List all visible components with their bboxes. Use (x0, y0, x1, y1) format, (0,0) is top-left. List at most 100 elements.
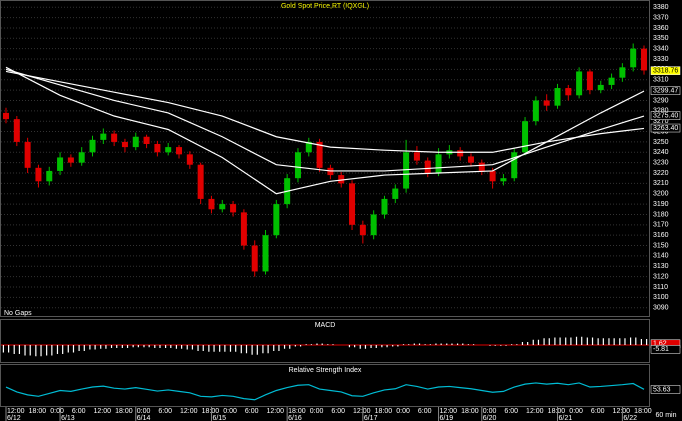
chart-title: Gold Spot Price,RT (IQXGL) (281, 3, 369, 10)
macd-bar (635, 337, 637, 345)
macd-bar (543, 338, 545, 345)
candle-body (349, 183, 356, 225)
macd-bar (640, 339, 642, 345)
y-tick-label: 3150 (653, 242, 669, 249)
rsi-line (5, 382, 645, 401)
candle-body (251, 245, 258, 272)
macd-bar (78, 345, 80, 351)
macd-bar (321, 343, 323, 345)
y-tick-label: 3380 (653, 4, 669, 11)
macd-bar (262, 345, 264, 354)
macd-bar (489, 345, 491, 346)
candle-body (576, 71, 583, 96)
macd-bar (235, 345, 237, 352)
macd-bar (462, 343, 464, 345)
moving-average (5, 70, 645, 153)
macd-bar (121, 345, 123, 348)
candle-body (457, 150, 464, 157)
candle-body (305, 141, 312, 153)
y-tick-label: 3090 (653, 305, 669, 312)
macd-bar (181, 345, 183, 349)
macd-bar (8, 345, 10, 353)
candle-body (619, 67, 626, 78)
x-tick-label: 0:00 (223, 408, 237, 415)
candle-body (78, 152, 85, 163)
candle-body (273, 204, 280, 236)
macd-bar (537, 339, 540, 345)
macd-bar (170, 345, 172, 348)
macd-bar (137, 345, 139, 348)
macd-bar (472, 344, 475, 345)
candle-body (89, 139, 96, 153)
macd-bar (256, 345, 258, 355)
macd-bar (289, 345, 291, 349)
macd-bar (18, 345, 21, 354)
candle-body (100, 133, 107, 140)
macd-bar (521, 342, 524, 345)
last-value-label: -5.81 (653, 346, 669, 353)
candle-body (370, 214, 377, 236)
macd-frame (0, 319, 650, 363)
macd-bar (500, 345, 502, 346)
macd-bar (273, 345, 275, 351)
macd-bar (516, 344, 518, 345)
macd-bar (46, 345, 48, 356)
x-tick-label: 12:00 (267, 408, 285, 415)
last-value-label: 3318.76 (653, 68, 678, 75)
candle-body (435, 154, 442, 174)
macd-bar (559, 337, 561, 345)
x-tick-label: 6:00 (158, 408, 172, 415)
macd-bar (613, 338, 615, 345)
macd-bar (397, 345, 399, 347)
y-tick-label: 3130 (653, 263, 669, 270)
macd-bar (245, 345, 248, 354)
last-value-label: 53.63 (653, 386, 671, 393)
date-label: 6/13 (61, 415, 75, 421)
macd-bar (586, 337, 588, 345)
x-tick-label: 6:00 (504, 408, 518, 415)
moving-average (5, 68, 645, 172)
macd-bar (219, 345, 221, 352)
macd-bar (175, 345, 178, 349)
macd-bar (581, 336, 583, 345)
macd-bar (2, 345, 4, 353)
x-tick-label: 0:00 (137, 408, 151, 415)
candle-body (381, 198, 388, 215)
macd-bar (646, 339, 648, 345)
y-tick-label: 3200 (653, 191, 669, 198)
macd-bar (29, 345, 31, 356)
x-tick-label: 12:00 (94, 408, 112, 415)
macd-bar (413, 343, 415, 345)
date-label: 6/22 (623, 415, 637, 421)
macd-bar (126, 345, 129, 348)
x-tick-label: 18:00 (115, 408, 133, 415)
macd-bar (83, 345, 85, 351)
last-value-box (650, 86, 681, 95)
macd-bar (229, 345, 232, 352)
macd-bar (299, 345, 302, 347)
candle-body (338, 175, 345, 184)
x-tick-label: 18:00 (634, 408, 652, 415)
macd-bar (402, 344, 405, 345)
date-label: 6/12 (7, 415, 21, 421)
candle-body (57, 157, 64, 171)
macd-bar (619, 338, 621, 345)
macd-bar (94, 345, 96, 350)
macd-bar (548, 338, 550, 345)
candle-body (424, 160, 431, 174)
date-label: 6/19 (440, 415, 454, 421)
x-tick-label: 18:00 (29, 408, 47, 415)
x-tick-label: 0:00 (483, 408, 497, 415)
candle-body (316, 141, 323, 168)
y-tick-label: 3120 (653, 273, 669, 280)
candle-body (522, 121, 529, 153)
macd-bar (305, 344, 307, 345)
date-label: 6/20 (483, 415, 497, 421)
macd-bar (386, 345, 388, 348)
macd-bar (554, 337, 556, 345)
y-tick-label: 3290 (653, 97, 669, 104)
x-tick-label: 12:00 (613, 408, 631, 415)
macd-bar (283, 345, 286, 349)
candle-body (554, 88, 561, 106)
candle-body (143, 136, 150, 144)
